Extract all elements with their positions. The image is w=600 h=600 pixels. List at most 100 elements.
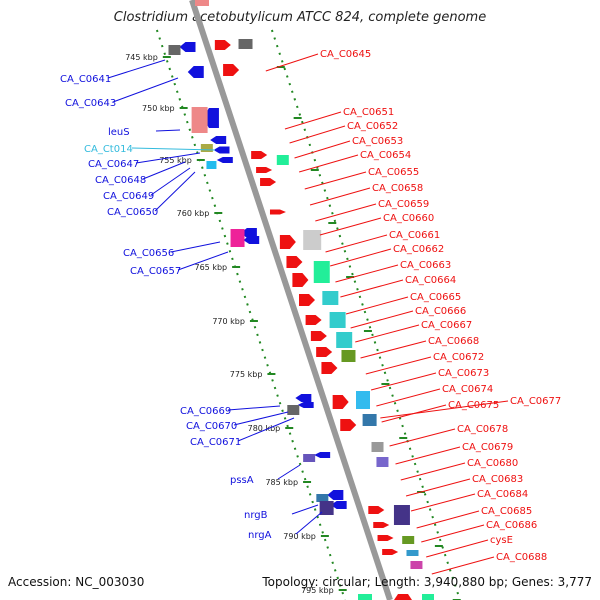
scale-tick-label: 755 kbp — [159, 156, 192, 165]
forward-gene-arrow — [256, 167, 273, 173]
gene-label-left[interactable]: leuS — [108, 127, 130, 138]
gene-label-right[interactable]: CA_C0686 — [486, 520, 537, 531]
right-label-leader — [360, 340, 427, 359]
gene-label-right[interactable]: CA_C0667 — [421, 320, 472, 331]
gene-label-right[interactable]: CA_C0654 — [360, 150, 411, 161]
reverse-gene-arrow — [295, 394, 312, 402]
right-label-leader — [304, 171, 367, 190]
gene-label-left[interactable]: CA_C0648 — [95, 175, 146, 186]
right-label-leader — [350, 310, 414, 329]
left-label-leader — [170, 241, 221, 253]
gene-label-right[interactable]: CA_C0684 — [477, 489, 528, 500]
forward-gene-block — [329, 312, 346, 328]
gene-label-left[interactable]: CA_Ct014 — [84, 144, 133, 155]
right-label-leader — [405, 478, 471, 497]
gene-label-left[interactable]: CA_C0641 — [60, 74, 111, 85]
gene-label-right[interactable]: CA_C0651 — [343, 107, 394, 118]
forward-gene-block — [371, 442, 384, 452]
reverse-gene-block — [287, 405, 300, 415]
gene-label-right[interactable]: CA_C0652 — [347, 121, 398, 132]
gene-label-right[interactable]: CA_C0659 — [378, 199, 429, 210]
reverse-gene-block — [316, 494, 329, 502]
gene-label-left[interactable]: nrgA — [248, 530, 272, 541]
forward-gene-arrow — [368, 506, 385, 514]
left-label-leader — [295, 511, 323, 535]
reverse-gene-arrow — [179, 42, 196, 52]
scale-tick-label: 780 kbp — [248, 424, 281, 433]
gene-label-right[interactable]: CA_C0683 — [472, 474, 523, 485]
forward-gene-arrow — [394, 594, 412, 600]
scale-tick-label: 785 kbp — [265, 478, 298, 487]
reverse-gene-block — [206, 161, 217, 169]
forward-gene-block — [356, 391, 370, 409]
gene-label-right[interactable]: CA_C0645 — [320, 49, 371, 60]
right-label-leader — [315, 203, 377, 222]
left-label-leader — [131, 147, 216, 151]
right-label-leader — [395, 446, 461, 465]
gene-label-left[interactable]: CA_C0670 — [186, 421, 237, 432]
gene-label-right[interactable]: CA_C0665 — [410, 292, 461, 303]
left-label-leader — [291, 504, 319, 515]
gene-label-right[interactable]: CA_C0658 — [372, 183, 423, 194]
gene-label-right[interactable]: CA_C0660 — [383, 213, 434, 224]
gene-label-left[interactable]: CA_C0643 — [65, 98, 116, 109]
gene-label-left[interactable]: CA_C0671 — [190, 437, 241, 448]
reverse-gene-block — [319, 501, 334, 515]
right-label-leader — [376, 388, 441, 407]
forward-gene-arrow — [305, 315, 322, 325]
gene-label-right[interactable]: CA_C0673 — [438, 368, 489, 379]
gene-label-right[interactable]: CA_C0662 — [393, 244, 444, 255]
gene-label-right[interactable]: CA_C0688 — [496, 552, 547, 563]
scale-tick-label: 770 kbp — [212, 317, 245, 326]
forward-gene-arrow — [260, 178, 277, 186]
gene-label-right[interactable]: CA_C0655 — [368, 167, 419, 178]
right-label-leader — [355, 324, 420, 343]
gene-label-left[interactable]: nrgB — [244, 510, 268, 521]
right-label-leader — [416, 510, 480, 529]
reverse-gene-arrow — [327, 490, 344, 500]
reverse-gene-arrow — [330, 501, 347, 509]
right-label-leader — [265, 53, 319, 72]
gene-label-right[interactable]: CA_C0666 — [415, 306, 466, 317]
forward-gene-block — [402, 536, 415, 544]
forward-gene-arrow — [340, 419, 357, 431]
gene-label-right[interactable]: CA_C0674 — [442, 384, 493, 395]
gene-label-left[interactable]: CA_C0649 — [103, 191, 154, 202]
reverse-gene-block — [230, 229, 245, 247]
right-label-leader — [319, 217, 382, 236]
forward-gene-arrow — [214, 40, 231, 50]
gene-label-left[interactable]: CA_C0657 — [130, 266, 181, 277]
reverse-gene-arrow — [213, 146, 230, 154]
gene-label-left[interactable]: CA_C0669 — [180, 406, 231, 417]
gene-label-left[interactable]: pssA — [230, 475, 254, 486]
gene-label-left[interactable]: CA_C0650 — [107, 207, 158, 218]
gene-label-right[interactable]: CA_C0672 — [433, 352, 484, 363]
gene-label-right[interactable]: CA_C0685 — [481, 506, 532, 517]
left-label-leader — [233, 411, 289, 426]
gene-label-right[interactable]: CA_C0677 — [510, 396, 561, 407]
right-label-leader — [410, 493, 476, 512]
right-label-leader — [431, 556, 495, 575]
gene-label-left[interactable]: CA_C0656 — [123, 248, 174, 259]
forward-gene-block — [422, 594, 434, 600]
gene-label-right[interactable]: CA_C0661 — [389, 230, 440, 241]
reverse-gene-arrow — [216, 157, 233, 163]
gene-label-right[interactable]: CA_C0653 — [352, 136, 403, 147]
gene-label-right[interactable]: CA_C0668 — [428, 336, 479, 347]
reverse-gene-block — [191, 107, 208, 133]
reverse-gene-block — [200, 144, 213, 152]
gene-label-right[interactable]: CA_C0663 — [400, 260, 451, 271]
gene-label-right[interactable]: CA_C0680 — [467, 458, 518, 469]
right-label-leader — [365, 356, 432, 375]
gene-label-right[interactable]: CA_C0664 — [405, 275, 456, 286]
forward-gene-arrow — [279, 235, 296, 249]
forward-gene-block — [238, 39, 253, 49]
gene-label-right[interactable]: CA_C0678 — [457, 424, 508, 435]
gene-label-right[interactable]: CA_C0679 — [462, 442, 513, 453]
gene-label-left[interactable]: CA_C0647 — [88, 159, 139, 170]
forward-gene-block — [376, 457, 389, 467]
genome-title: Clostridium acetobutylicum ATCC 824, com… — [113, 10, 487, 25]
gene-label-right[interactable]: cysE — [490, 535, 513, 546]
gene-labels: CA_C0641 CA_C0643 leuS CA_Ct014 CA_C0647 CA_C… — [60, 49, 561, 575]
